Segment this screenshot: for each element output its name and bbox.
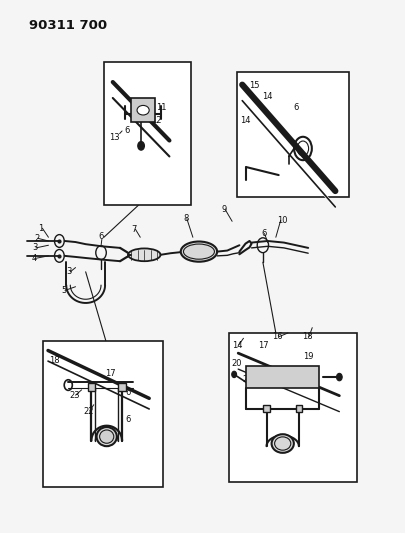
Text: 5: 5: [62, 286, 67, 295]
Text: 10: 10: [276, 216, 286, 225]
Text: 17: 17: [104, 369, 115, 378]
Circle shape: [138, 142, 144, 150]
Text: 6: 6: [293, 102, 298, 111]
Bar: [118, 383, 126, 391]
Text: 14: 14: [239, 116, 250, 125]
Text: 12: 12: [150, 116, 161, 125]
Text: 1: 1: [38, 224, 44, 233]
Bar: [237, 72, 348, 197]
Bar: [262, 405, 269, 412]
Ellipse shape: [183, 244, 214, 259]
Text: 18: 18: [49, 356, 59, 365]
Bar: [131, 98, 155, 122]
Text: 4: 4: [31, 254, 36, 263]
Text: 8: 8: [183, 214, 188, 223]
Text: 6: 6: [125, 415, 130, 424]
Text: 7: 7: [131, 225, 136, 234]
Text: 19: 19: [302, 352, 313, 361]
Ellipse shape: [128, 248, 160, 261]
Bar: [43, 341, 162, 487]
Text: 3: 3: [32, 244, 38, 253]
Text: 15: 15: [249, 81, 259, 90]
Ellipse shape: [180, 241, 217, 262]
Text: 6: 6: [124, 126, 130, 135]
Ellipse shape: [274, 437, 290, 450]
Bar: [87, 383, 95, 391]
Text: 17: 17: [258, 341, 269, 350]
Text: 14: 14: [262, 92, 272, 101]
Bar: [295, 405, 301, 412]
Text: 9: 9: [221, 205, 226, 214]
Ellipse shape: [271, 434, 293, 453]
Ellipse shape: [99, 430, 113, 443]
Text: 13: 13: [109, 133, 120, 142]
Circle shape: [336, 373, 341, 381]
Text: 2: 2: [34, 234, 40, 243]
Text: 18: 18: [301, 332, 311, 341]
Text: 14: 14: [232, 341, 242, 350]
Text: 16: 16: [272, 332, 282, 341]
Text: 3: 3: [67, 268, 72, 276]
Text: 6: 6: [125, 388, 130, 397]
Text: 6: 6: [260, 229, 266, 238]
Bar: [229, 333, 356, 482]
Text: 90311 700: 90311 700: [29, 19, 107, 33]
Ellipse shape: [96, 427, 117, 446]
Text: 21: 21: [242, 375, 252, 384]
Text: 11: 11: [155, 102, 166, 111]
Text: 6: 6: [98, 232, 103, 241]
Circle shape: [231, 371, 236, 377]
Ellipse shape: [137, 106, 149, 115]
Text: 20: 20: [230, 359, 241, 368]
Text: 23: 23: [69, 391, 79, 400]
Text: 22: 22: [83, 407, 94, 416]
Bar: [104, 62, 190, 205]
Bar: [246, 367, 318, 387]
